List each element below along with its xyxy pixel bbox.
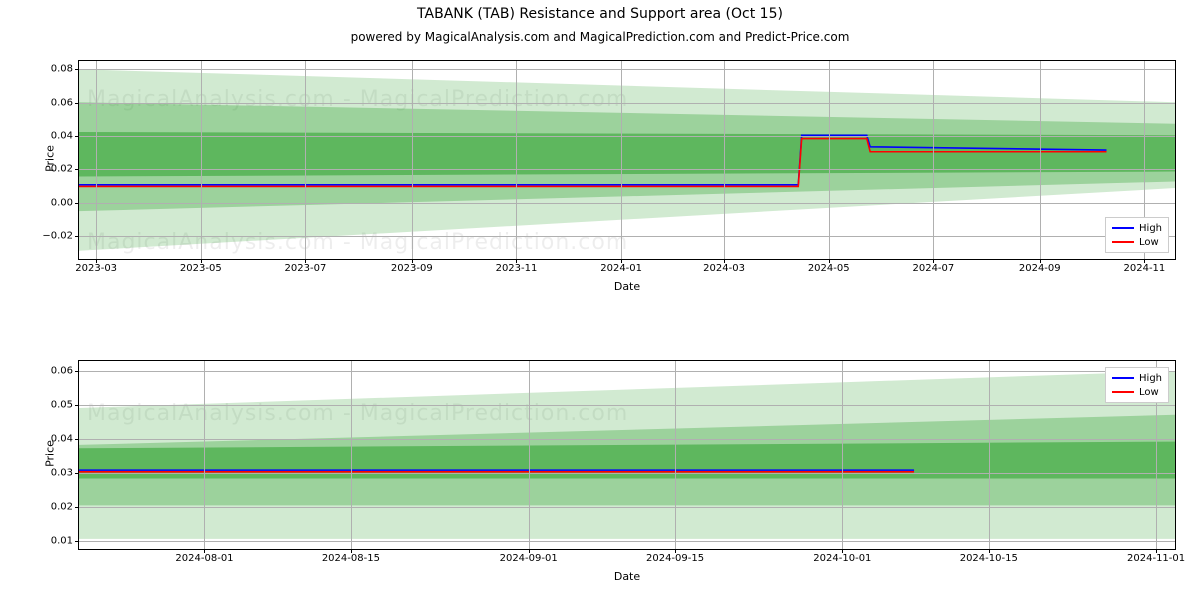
chart-title: TABANK (TAB) Resistance and Support area… (0, 6, 1200, 22)
figure: TABANK (TAB) Resistance and Support area… (0, 0, 1200, 600)
chart-subtitle: powered by MagicalAnalysis.com and Magic… (0, 30, 1200, 44)
top-chart-axes: MagicalAnalysis.com - MagicalPrediction.… (78, 60, 1176, 260)
legend-label: High (1139, 223, 1162, 234)
legend-item: High (1112, 221, 1162, 235)
bottom-chart-ylabel: Price (44, 424, 57, 484)
gridline-h (79, 203, 1175, 204)
bottom-chart-legend: High Low (1105, 367, 1169, 403)
gridline-v (621, 61, 622, 259)
top-chart-ylabel: Price (44, 129, 57, 189)
gridline-v (305, 61, 306, 259)
gridline-v (96, 61, 97, 259)
gridline-v (204, 361, 205, 549)
legend-label: High (1139, 373, 1162, 384)
gridline-h (79, 507, 1175, 508)
gridline-h (79, 371, 1175, 372)
gridline-v (933, 61, 934, 259)
legend-swatch (1112, 227, 1134, 229)
legend-item: Low (1112, 385, 1162, 399)
gridline-h (79, 541, 1175, 542)
top-chart-svg (79, 61, 1175, 259)
gridline-v (516, 61, 517, 259)
gridline-h (79, 236, 1175, 237)
gridline-v (529, 361, 530, 549)
gridline-v (724, 61, 725, 259)
bottom-chart-xlabel: Date (78, 570, 1176, 583)
gridline-h (79, 103, 1175, 104)
gridline-v (989, 361, 990, 549)
gridline-v (842, 361, 843, 549)
legend-swatch (1112, 377, 1134, 379)
gridline-h (79, 169, 1175, 170)
gridline-v (675, 361, 676, 549)
legend-swatch (1112, 241, 1134, 243)
ytick-label: −0.02 (42, 231, 79, 242)
gridline-v (201, 61, 202, 259)
legend-item: High (1112, 371, 1162, 385)
gridline-h (79, 473, 1175, 474)
bottom-chart-svg (79, 361, 1175, 549)
gridline-v (412, 61, 413, 259)
legend-swatch (1112, 391, 1134, 393)
gridline-h (79, 439, 1175, 440)
gridline-v (351, 361, 352, 549)
gridline-v (829, 61, 830, 259)
top-chart-xlabel: Date (78, 280, 1176, 293)
top-chart-legend: High Low (1105, 217, 1169, 253)
legend-label: Low (1139, 387, 1159, 398)
legend-item: Low (1112, 235, 1162, 249)
gridline-h (79, 405, 1175, 406)
legend-label: Low (1139, 237, 1159, 248)
gridline-h (79, 69, 1175, 70)
bottom-chart-axes: MagicalAnalysis.com - MagicalPrediction.… (78, 360, 1176, 550)
gridline-v (1040, 61, 1041, 259)
gridline-h (79, 136, 1175, 137)
